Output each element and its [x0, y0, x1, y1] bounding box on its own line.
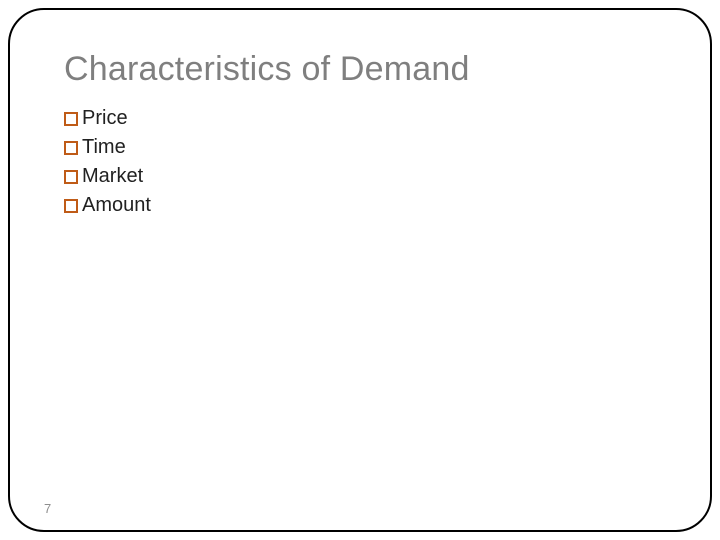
square-bullet-icon [64, 199, 78, 213]
bullet-label: Price [82, 107, 128, 130]
bullet-list: Price Time Market Amount [64, 107, 656, 217]
list-item: Amount [64, 194, 656, 217]
bullet-label: Market [82, 165, 143, 188]
square-bullet-icon [64, 170, 78, 184]
list-item: Time [64, 136, 656, 159]
bullet-label: Amount [82, 194, 151, 217]
slide-frame: Characteristics of Demand Price Time Mar… [8, 8, 712, 532]
list-item: Market [64, 165, 656, 188]
square-bullet-icon [64, 112, 78, 126]
slide-number: 7 [44, 501, 51, 516]
slide-title: Characteristics of Demand [64, 50, 656, 89]
list-item: Price [64, 107, 656, 130]
bullet-label: Time [82, 136, 126, 159]
square-bullet-icon [64, 141, 78, 155]
